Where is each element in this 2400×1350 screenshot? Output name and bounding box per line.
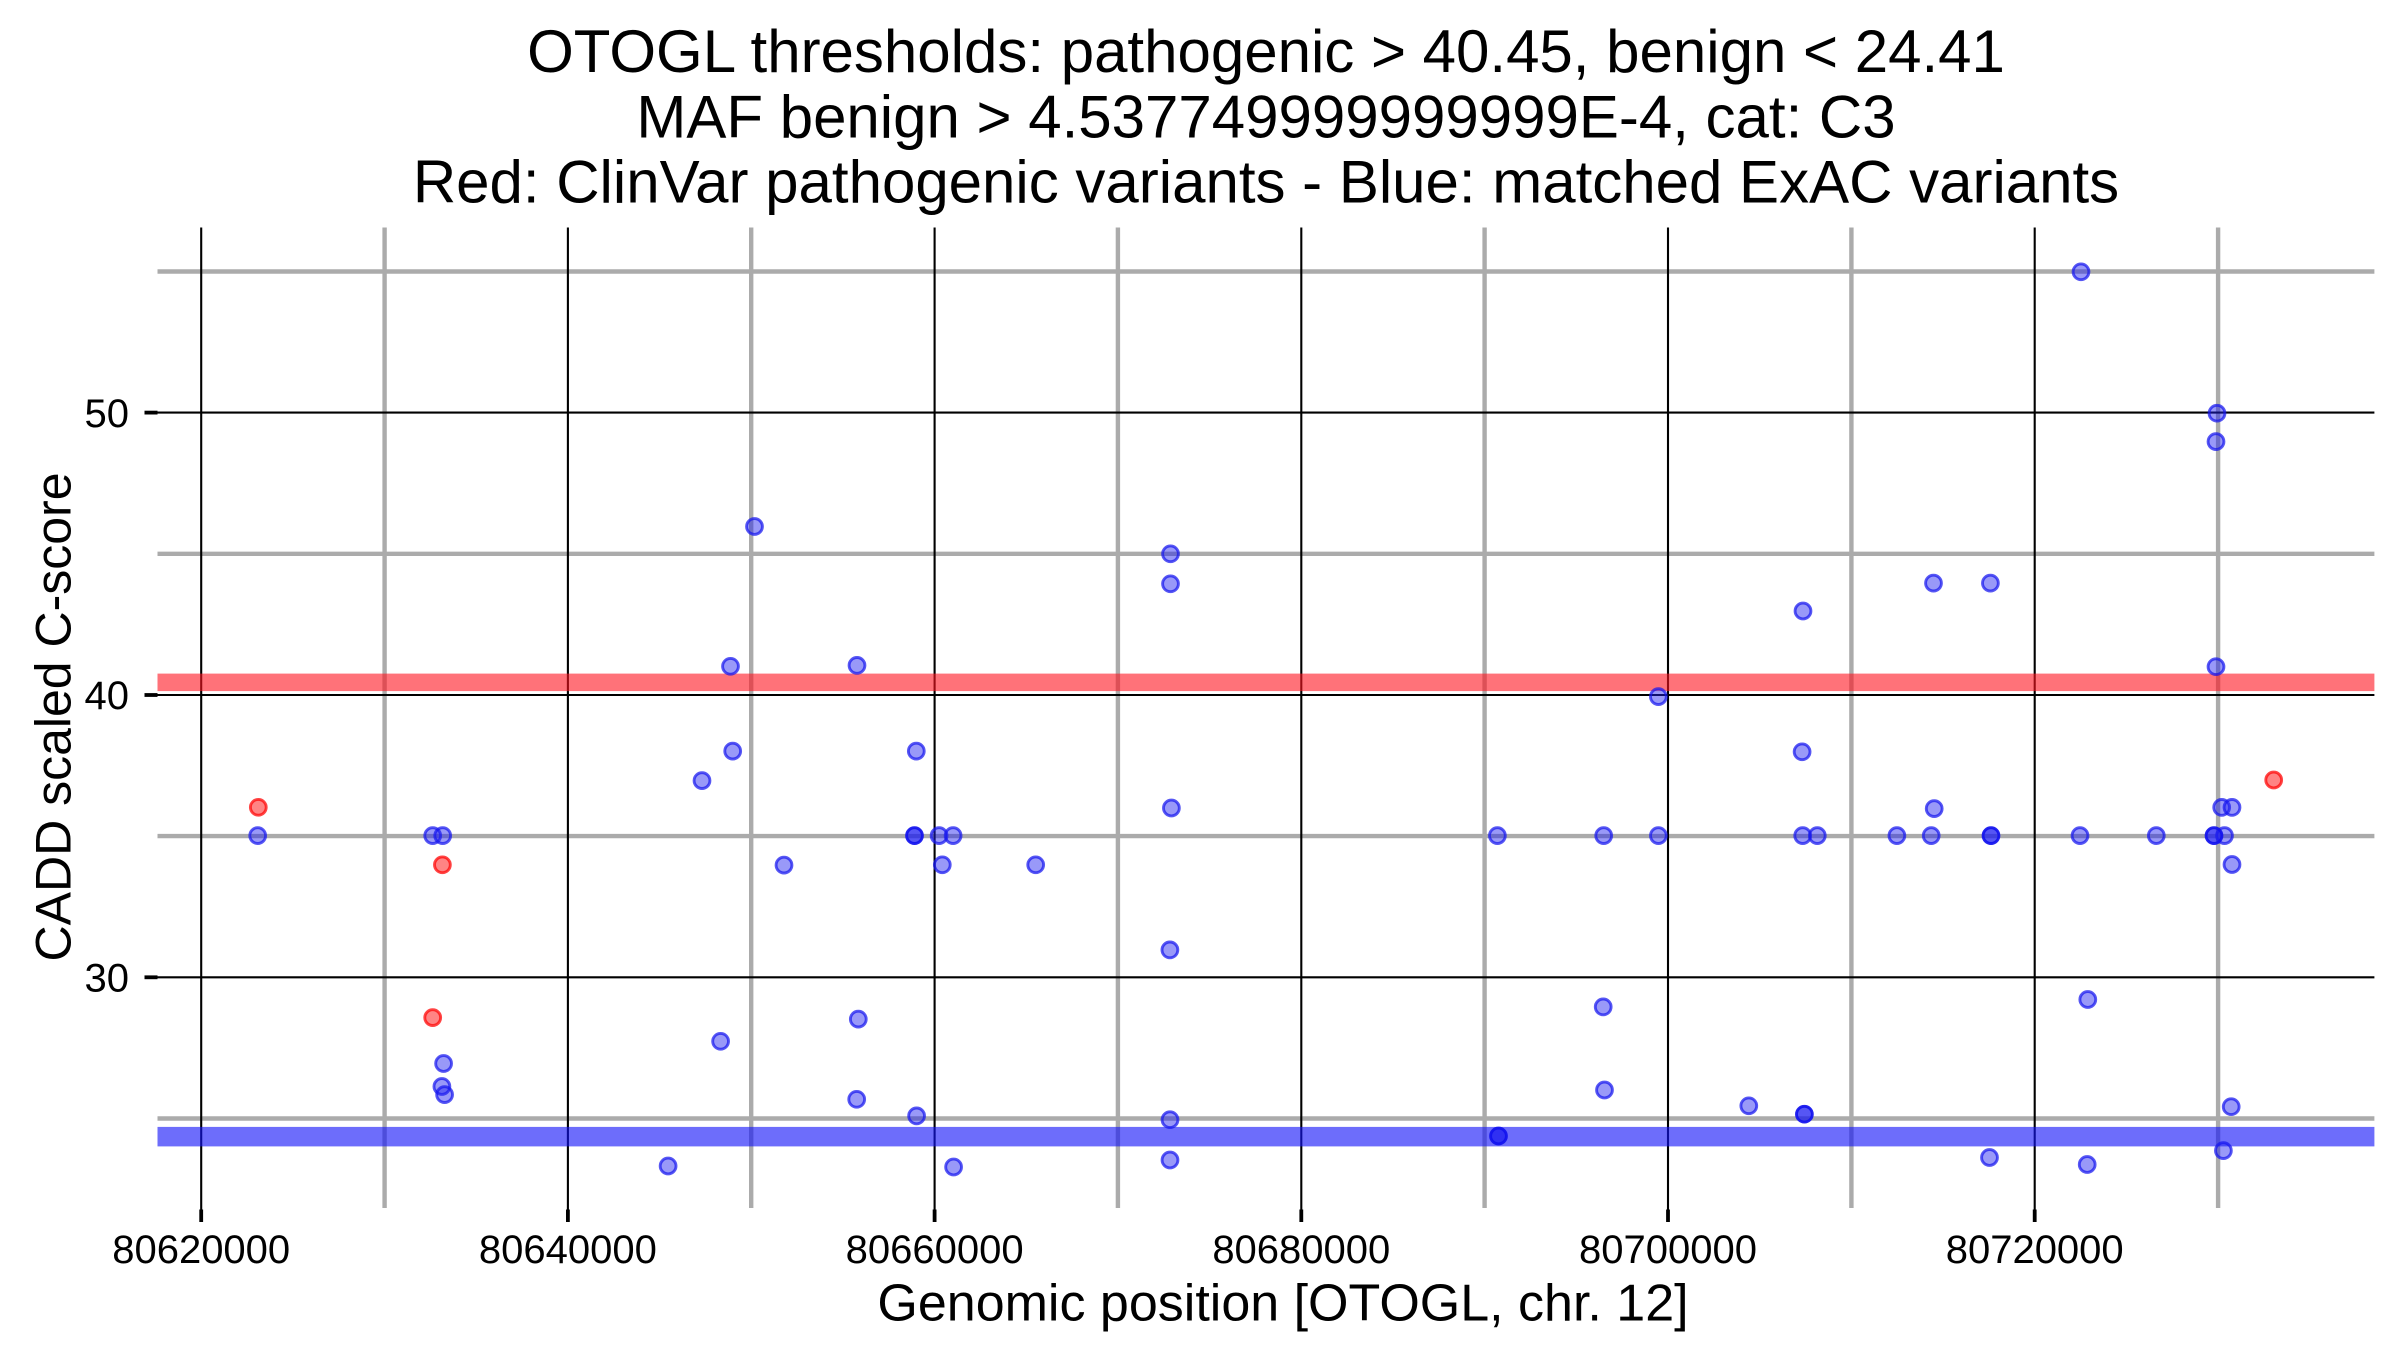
svg-text:CADD scaled C-score: CADD scaled C-score [26, 472, 82, 961]
svg-text:80680000: 80680000 [1212, 1228, 1390, 1272]
svg-text:50: 50 [85, 392, 130, 436]
svg-text:80620000: 80620000 [112, 1228, 290, 1272]
svg-text:30: 30 [85, 957, 130, 1001]
svg-text:80640000: 80640000 [479, 1228, 657, 1272]
svg-text:40: 40 [85, 674, 130, 718]
svg-text:Genomic position [OTOGL, chr.: Genomic position [OTOGL, chr. 12] [877, 1275, 1688, 1333]
svg-text:80660000: 80660000 [846, 1228, 1024, 1272]
svg-text:OTOGL thresholds: pathogenic >: OTOGL thresholds: pathogenic > 40.45, be… [527, 18, 2005, 85]
svg-text:MAF benign > 4.537749999999999: MAF benign > 4.537749999999999E-4, cat: … [636, 84, 1895, 151]
svg-text:80700000: 80700000 [1579, 1228, 1757, 1272]
svg-text:80720000: 80720000 [1946, 1228, 2124, 1272]
svg-text:Red: ClinVar pathogenic varian: Red: ClinVar pathogenic variants - Blue:… [413, 149, 2119, 216]
